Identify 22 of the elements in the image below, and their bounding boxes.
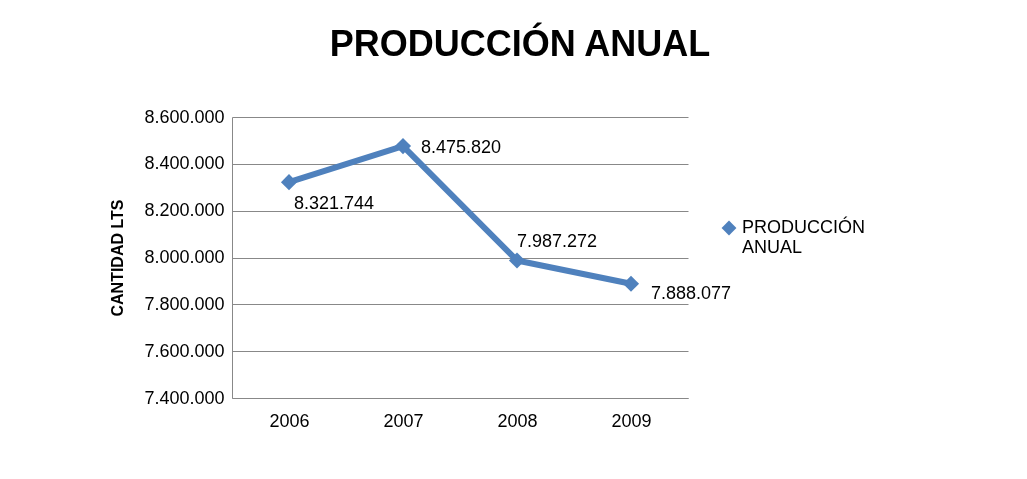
point bbox=[508, 252, 526, 269]
data-label: 7.888.077 bbox=[651, 282, 732, 303]
point bbox=[280, 174, 298, 191]
x-tick-label: 2009 bbox=[611, 410, 652, 431]
x-tick-label: 2006 bbox=[269, 410, 310, 431]
legend-label: PRODUCCIÓN ANUAL bbox=[742, 216, 866, 257]
y-tick-label: 8.200.000 bbox=[144, 200, 225, 221]
chart-title: PRODUCCIÓN ANUAL bbox=[329, 22, 711, 64]
y-tick-label: 8.000.000 bbox=[144, 247, 225, 267]
y-tick-label: 8.600.000 bbox=[144, 106, 225, 127]
data-label: 8.321.744 bbox=[294, 193, 375, 214]
data-label: 7.987.272 bbox=[517, 231, 598, 252]
y-tick-label: 7.800.000 bbox=[144, 293, 225, 314]
y-tick-label: 7.600.000 bbox=[144, 340, 225, 361]
y-axis-title: CANTIDAD LTS bbox=[109, 199, 127, 317]
point bbox=[394, 138, 412, 155]
data-label: 8.475.820 bbox=[421, 137, 502, 158]
y-tick-label: 7.400.000 bbox=[144, 387, 225, 408]
x-tick-label: 2008 bbox=[497, 410, 538, 431]
point bbox=[622, 275, 640, 292]
y-tick-label: 8.400.000 bbox=[144, 153, 225, 174]
x-tick-label: 2007 bbox=[383, 410, 424, 431]
